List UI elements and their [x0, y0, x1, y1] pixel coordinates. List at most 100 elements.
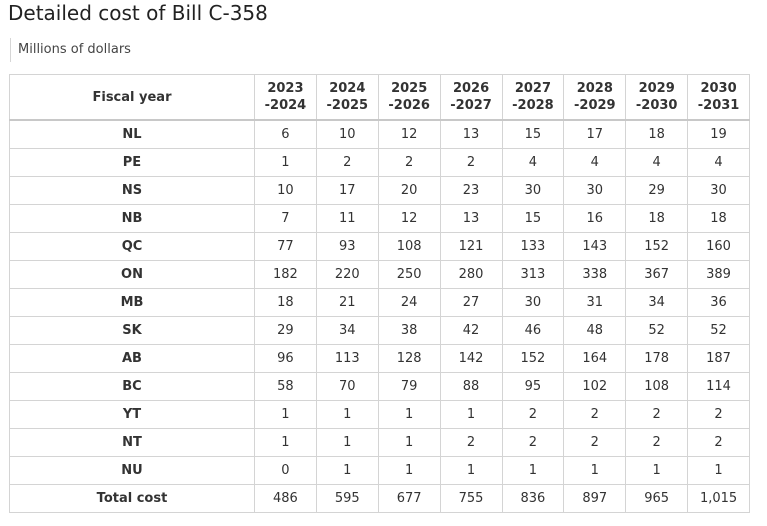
cost-cell: 1	[439, 400, 503, 429]
cost-cell: 313	[501, 260, 565, 289]
year-end: -2026	[388, 98, 430, 113]
table-row: MB 18 21 24 27 30 31 34 36	[9, 288, 750, 317]
cost-cell: 19	[687, 119, 750, 149]
cost-cell: 1	[377, 456, 441, 485]
cost-cell: 338	[563, 260, 627, 289]
cost-cell: 7	[254, 204, 317, 233]
cost-cell: 4	[501, 148, 565, 177]
cost-cell: 30	[563, 176, 627, 205]
cost-cell: 187	[687, 344, 750, 373]
cost-cell: 42	[439, 316, 503, 345]
cost-cell: 160	[687, 232, 750, 261]
cost-cell: 29	[254, 316, 317, 345]
cost-cell: 17	[563, 119, 627, 149]
province-label: NL	[9, 119, 255, 149]
cost-cell: 2	[315, 148, 379, 177]
cost-cell: 4	[563, 148, 627, 177]
cost-cell: 11	[315, 204, 379, 233]
cost-cell: 1	[377, 428, 441, 457]
cost-cell: 30	[687, 176, 750, 205]
cost-cell: 18	[625, 119, 689, 149]
cost-cell: 1	[254, 400, 317, 429]
cost-cell: 1	[377, 400, 441, 429]
cost-cell: 2	[563, 400, 627, 429]
total-cell: 486	[254, 484, 317, 513]
cost-cell: 2	[563, 428, 627, 457]
total-cell: 897	[563, 484, 627, 513]
table-row: YT 1 1 1 1 2 2 2 2	[9, 400, 750, 429]
cost-cell: 389	[687, 260, 750, 289]
cost-cell: 34	[625, 288, 689, 317]
total-cell: 755	[439, 484, 503, 513]
year-start: 2030	[700, 81, 737, 96]
cost-cell: 52	[625, 316, 689, 345]
cost-cell: 21	[315, 288, 379, 317]
cost-cell: 164	[563, 344, 627, 373]
cost-cell: 2	[501, 400, 565, 429]
year-header: 2029 -2030	[625, 74, 689, 121]
year-header: 2023 -2024	[254, 74, 317, 121]
year-end: -2024	[264, 98, 307, 113]
table-row: AB 96 113 128 142 152 164 178 187	[9, 344, 750, 373]
province-label: NS	[9, 176, 255, 205]
cost-cell: 1	[254, 148, 317, 177]
cost-cell: 12	[377, 204, 441, 233]
total-label: Total cost	[9, 484, 255, 513]
cost-cell: 4	[687, 148, 750, 177]
cost-cell: 2	[625, 428, 689, 457]
cost-cell: 79	[377, 372, 441, 401]
cost-cell: 1	[315, 400, 379, 429]
cost-cell: 178	[625, 344, 689, 373]
cost-cell: 0	[254, 456, 317, 485]
year-header: 2025 -2026	[377, 74, 441, 121]
province-label: YT	[9, 400, 255, 429]
cost-cell: 58	[254, 372, 317, 401]
cost-cell: 2	[439, 148, 503, 177]
year-header: 2026 -2027	[439, 74, 503, 121]
cost-cell: 52	[687, 316, 750, 345]
cost-cell: 30	[501, 288, 565, 317]
cost-cell: 27	[439, 288, 503, 317]
year-start: 2029	[638, 81, 675, 96]
cost-cell: 30	[501, 176, 565, 205]
year-header: 2028 -2029	[563, 74, 627, 121]
province-label: NT	[9, 428, 255, 457]
fiscal-year-header: Fiscal year	[9, 74, 255, 121]
province-label: QC	[9, 232, 255, 261]
year-start: 2028	[576, 81, 613, 96]
province-label: AB	[9, 344, 255, 373]
cost-cell: 220	[315, 260, 379, 289]
page-title: Detailed cost of Bill C-358	[8, 1, 268, 25]
table-row: NB 7 11 12 13 15 16 18 18	[9, 204, 750, 233]
cost-cell: 1	[254, 428, 317, 457]
cost-cell: 46	[501, 316, 565, 345]
year-header: 2030 -2031	[687, 74, 750, 121]
cost-cell: 108	[377, 232, 441, 261]
year-end: -2025	[326, 98, 369, 113]
cost-cell: 10	[315, 119, 379, 149]
table-caption: Millions of dollars	[10, 38, 131, 62]
cost-cell: 93	[315, 232, 379, 261]
total-cell: 965	[625, 484, 689, 513]
cost-cell: 2	[377, 148, 441, 177]
cost-cell: 77	[254, 232, 317, 261]
cost-cell: 1	[439, 456, 503, 485]
cost-cell: 367	[625, 260, 689, 289]
cost-cell: 6	[254, 119, 317, 149]
table-row: NU 0 1 1 1 1 1 1 1	[9, 456, 750, 485]
table-row: QC 77 93 108 121 133 143 152 160	[9, 232, 750, 261]
cost-cell: 114	[687, 372, 750, 401]
year-end: -2030	[635, 98, 678, 113]
cost-cell: 4	[625, 148, 689, 177]
cost-cell: 152	[501, 344, 565, 373]
cost-cell: 88	[439, 372, 503, 401]
year-end: -2031	[697, 98, 740, 113]
cost-cell: 133	[501, 232, 565, 261]
cost-cell: 13	[439, 204, 503, 233]
cost-cell: 20	[377, 176, 441, 205]
cost-cell: 142	[439, 344, 503, 373]
cost-cell: 280	[439, 260, 503, 289]
cost-cell: 152	[625, 232, 689, 261]
table-row: PE 1 2 2 2 4 4 4 4	[9, 148, 750, 177]
cost-cell: 121	[439, 232, 503, 261]
